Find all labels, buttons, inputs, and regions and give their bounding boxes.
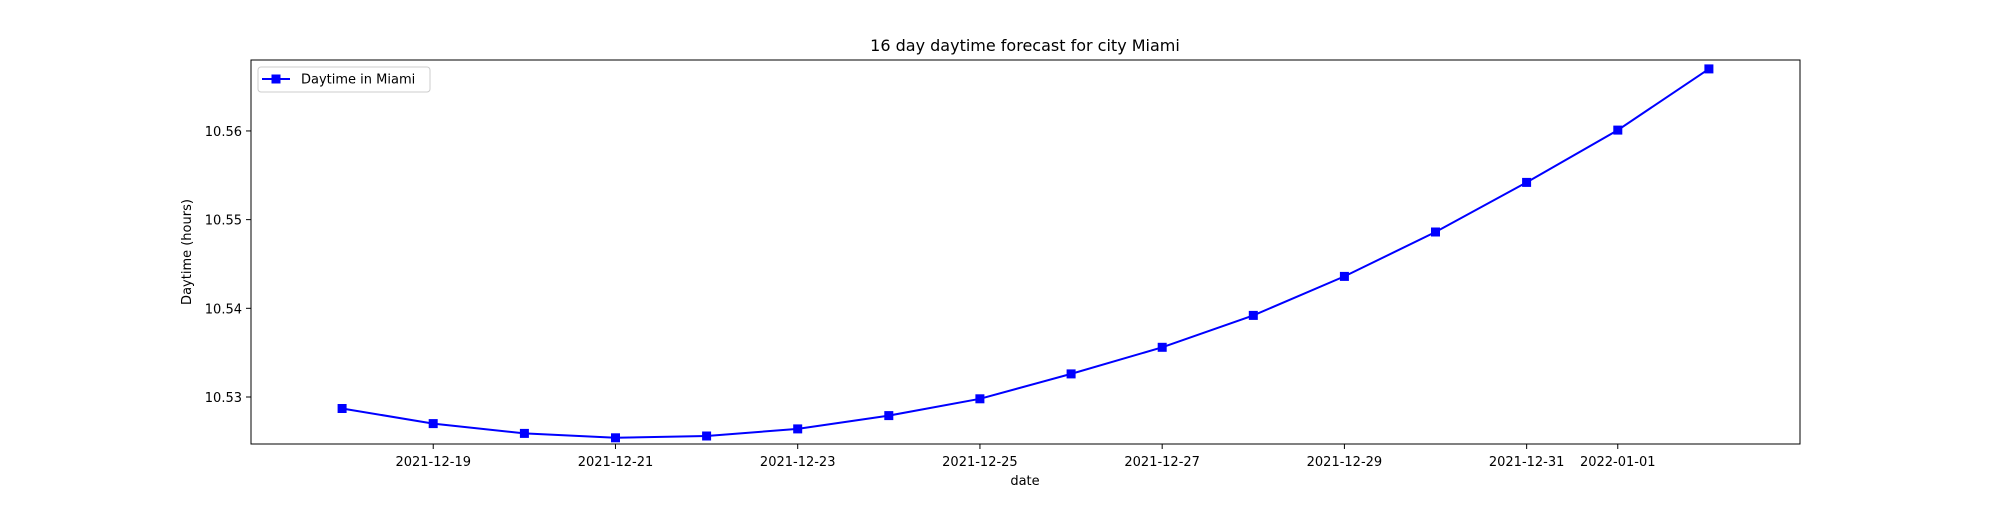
data-point <box>1431 227 1440 237</box>
data-point <box>1613 125 1623 135</box>
x-axis-title: date <box>1010 474 1039 489</box>
data-point <box>337 404 347 413</box>
data-point <box>1704 64 1714 74</box>
x-tick-label: 2021-12-25 <box>942 455 1018 470</box>
data-point <box>793 424 803 434</box>
y-tick-label: 10.56 <box>205 125 242 140</box>
x-tick-label: 2022-01-01 <box>1580 455 1656 470</box>
y-axis-title: Daytime (hours) <box>180 199 195 305</box>
chart-title: 16 day daytime forecast for city Miami <box>870 36 1180 55</box>
x-tick-label: 2021-12-19 <box>395 455 471 470</box>
data-point <box>611 433 620 443</box>
data-point <box>702 431 712 441</box>
data-point <box>1339 271 1349 281</box>
y-tick-label: 10.55 <box>205 214 242 229</box>
y-axis: 10.53 10.54 10.55 10.56 <box>205 125 251 406</box>
legend-marker-swatch <box>271 74 281 84</box>
data-point <box>975 394 985 404</box>
data-point <box>428 419 438 429</box>
data-point <box>1248 310 1258 320</box>
series-line <box>341 68 1710 439</box>
y-tick-label: 10.53 <box>205 391 242 406</box>
legend-label: Daytime in Miami <box>301 73 415 88</box>
x-tick-label: 2021-12-27 <box>1124 455 1200 470</box>
x-tick-label: 2021-12-29 <box>1307 455 1383 470</box>
data-point <box>1522 177 1532 187</box>
x-tick-label: 2021-12-21 <box>578 455 654 470</box>
x-tick-label: 2021-12-23 <box>760 455 836 470</box>
legend-box <box>257 66 431 93</box>
legend: Daytime in Miami <box>257 66 431 93</box>
plot-area-frame <box>250 59 1801 445</box>
data-point <box>884 411 894 421</box>
data-point <box>1157 342 1167 352</box>
y-tick-label: 10.54 <box>205 302 242 317</box>
series-layer <box>337 64 1714 443</box>
data-point <box>1066 369 1076 379</box>
x-tick-label: 2021-12-31 <box>1489 455 1565 470</box>
data-point <box>519 428 529 438</box>
x-axis: 2021-12-19 2021-12-21 2021-12-23 2021-12-25… <box>395 444 1656 470</box>
